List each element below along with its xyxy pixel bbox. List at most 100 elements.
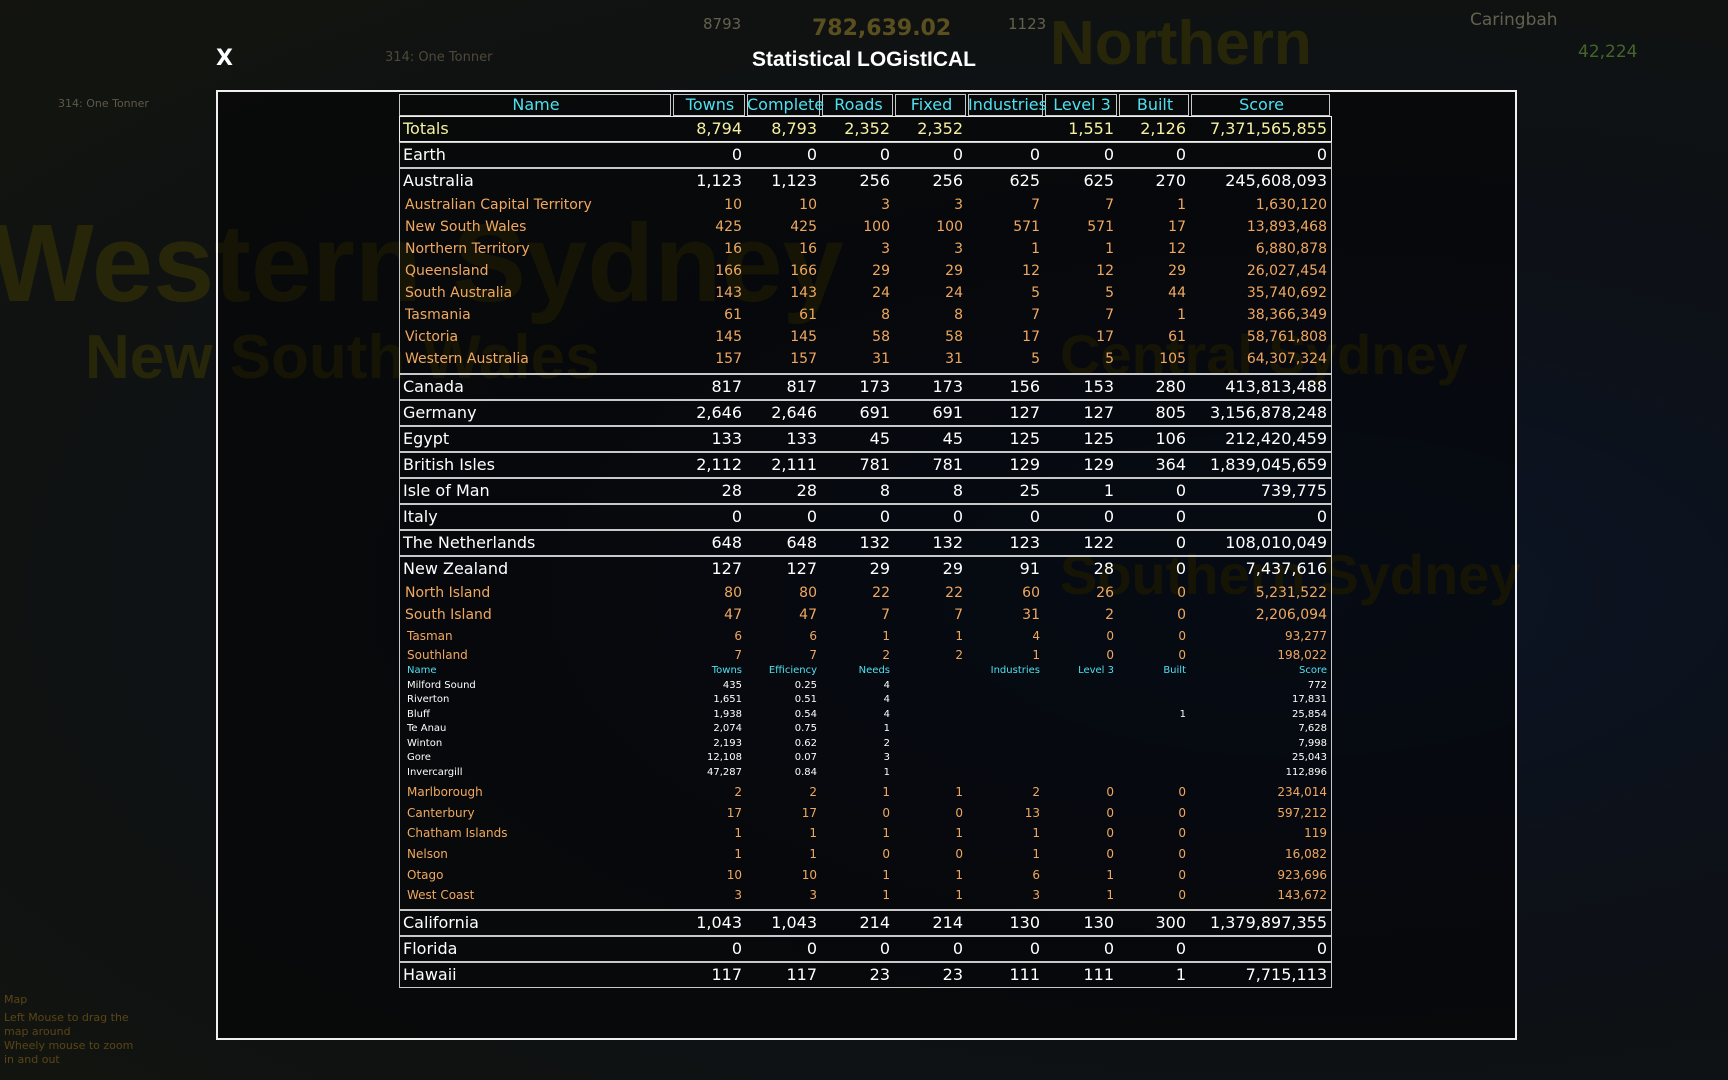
country-name: The Netherlands [403, 533, 536, 552]
town-value: 1 [883, 766, 890, 778]
country-value: 127 [786, 559, 817, 578]
region-value: 6,880,878 [1255, 241, 1327, 257]
region-value: 31 [945, 351, 963, 367]
country-value: 300 [1155, 912, 1186, 932]
town-value: 17,831 [1292, 694, 1327, 705]
country-value: 25 [1019, 481, 1040, 500]
district-value: 93,277 [1285, 628, 1327, 643]
region-value: 29 [1168, 263, 1186, 279]
country-value: 256 [932, 171, 963, 190]
region-value: 12 [1168, 241, 1186, 257]
district-value: 0 [1106, 628, 1114, 643]
totals-value: 2,352 [844, 119, 890, 138]
district-value: 2 [809, 784, 817, 799]
region-value: 571 [1087, 219, 1114, 235]
town-header-name: Name [407, 665, 437, 676]
district-value: 0 [1178, 784, 1186, 799]
district-value: 1 [809, 826, 817, 841]
header-cell [968, 94, 1043, 116]
town-value: 2 [883, 737, 890, 749]
country-value: 0 [1175, 559, 1186, 578]
group-box [399, 961, 1332, 988]
region-value: 3 [881, 241, 890, 257]
district-value: 0 [1106, 647, 1114, 662]
header-name: Name [512, 95, 560, 114]
region-value: 143 [790, 285, 817, 301]
district-value: 3 [809, 888, 817, 903]
country-value: 1,043 [771, 912, 817, 932]
country-value: 781 [932, 455, 963, 474]
region-value: 29 [945, 263, 963, 279]
town-value: 1,651 [713, 694, 742, 705]
country-value: 805 [1155, 403, 1186, 422]
totals-value: 2,352 [917, 119, 963, 138]
region-value: 17 [1096, 329, 1114, 345]
district-value: 0 [1178, 867, 1186, 882]
district-value: 7 [809, 647, 817, 662]
totals-value: 2,126 [1140, 119, 1186, 138]
district-value: 1 [1106, 867, 1114, 882]
country-value: 648 [711, 533, 742, 552]
region-value: 425 [790, 219, 817, 235]
country-value: 23 [942, 964, 963, 984]
town-header-value: Needs [858, 665, 890, 676]
group-box [399, 374, 1332, 400]
country-value: 817 [711, 377, 742, 396]
help-text: Left Mouse to drag the map around [4, 1011, 129, 1038]
district-value: 10 [726, 867, 742, 882]
header-cell [747, 94, 820, 116]
country-value: 0 [1103, 938, 1114, 958]
country-value: 1,043 [696, 912, 742, 932]
header-cell [1191, 94, 1330, 116]
town-header-value: Score [1298, 665, 1327, 676]
region-value: 80 [724, 585, 742, 601]
country-value: 648 [786, 533, 817, 552]
region-value: 10 [799, 197, 817, 213]
country-value: 173 [932, 377, 963, 396]
group-box [399, 909, 1332, 936]
region-value: 31 [1022, 607, 1040, 623]
country-value: 2,646 [771, 403, 817, 422]
country-value: 0 [1316, 938, 1327, 958]
region-value: 44 [1168, 285, 1186, 301]
totals-value: 1,551 [1068, 119, 1114, 138]
district-value: 1 [955, 784, 963, 799]
country-value: 125 [1009, 429, 1040, 448]
country-value: 29 [869, 559, 890, 578]
district-value: 1 [1032, 826, 1040, 841]
region-value: 145 [715, 329, 742, 345]
region-name: Western Australia [405, 351, 529, 367]
region-value: 105 [1159, 351, 1186, 367]
map-label: Southern Sydney [1060, 543, 1521, 606]
map-label: Northern [1050, 9, 1312, 78]
district-value: 119 [1304, 826, 1327, 841]
country-value: 130 [1009, 912, 1040, 932]
country-value: 280 [1155, 377, 1186, 396]
district-value: 1 [882, 888, 890, 903]
group-box [399, 142, 1332, 168]
country-name: Italy [403, 507, 438, 526]
country-value: 111 [1083, 964, 1114, 984]
district-name: Tasman [407, 628, 453, 643]
group-box [399, 400, 1332, 426]
district-value: 1 [734, 826, 742, 841]
town-value: 4 [883, 694, 890, 705]
town-value: 7,998 [1298, 737, 1327, 749]
region-value: 3 [954, 241, 963, 257]
country-value: 0 [1029, 145, 1040, 164]
town-value: 0.75 [794, 723, 817, 734]
country-value: 8 [879, 481, 890, 500]
country-value: 0 [879, 145, 890, 164]
town-value: 1 [1179, 708, 1186, 720]
region-value: 145 [790, 329, 817, 345]
region-value: 61 [724, 307, 742, 323]
region-value: 3 [954, 197, 963, 213]
header-cell [895, 94, 966, 116]
close-button[interactable]: X [216, 46, 233, 71]
country-value: 132 [859, 533, 890, 552]
region-value: 38,366,349 [1246, 307, 1327, 323]
district-value: 1 [882, 867, 890, 882]
district-value: 6 [809, 628, 817, 643]
region-value: 0 [1177, 607, 1186, 623]
region-value: 16 [724, 241, 742, 257]
